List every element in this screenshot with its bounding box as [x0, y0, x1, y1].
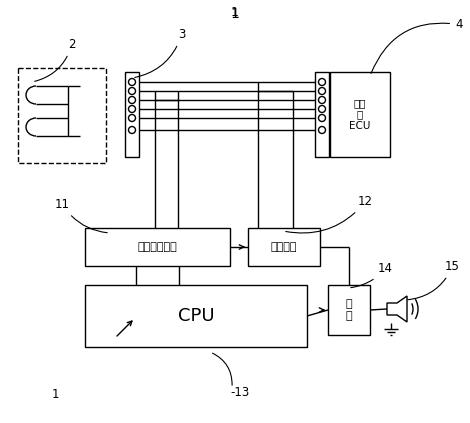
Bar [18, 68, 106, 163]
Circle shape [128, 96, 135, 104]
Polygon shape [387, 296, 407, 322]
Text: 12: 12 [286, 195, 373, 233]
Text: 驱
动: 驱 动 [346, 299, 352, 321]
Text: -13: -13 [230, 385, 250, 398]
Circle shape [128, 105, 135, 113]
Circle shape [319, 115, 326, 121]
Bar [315, 72, 329, 157]
Text: 1: 1 [51, 388, 59, 401]
Text: 信号采集模块: 信号采集模块 [138, 242, 177, 252]
Text: 11: 11 [55, 198, 107, 233]
Bar [248, 228, 320, 266]
Text: 2: 2 [35, 38, 76, 81]
Circle shape [319, 88, 326, 94]
Bar [85, 285, 307, 347]
Circle shape [128, 115, 135, 121]
Bar [328, 285, 370, 335]
Circle shape [319, 79, 326, 85]
Text: 3: 3 [135, 28, 185, 77]
Circle shape [128, 126, 135, 134]
Circle shape [319, 96, 326, 104]
Text: 发动
机
ECU: 发动 机 ECU [349, 98, 371, 131]
Text: 1: 1 [231, 7, 239, 21]
Circle shape [319, 126, 326, 134]
Text: 4: 4 [371, 18, 462, 74]
Bar [125, 72, 139, 157]
Bar [85, 228, 230, 266]
Text: CPU: CPU [178, 307, 214, 325]
Text: 1: 1 [231, 5, 239, 19]
Bar [330, 72, 390, 157]
Text: 14: 14 [351, 262, 393, 288]
Circle shape [319, 105, 326, 113]
Text: 15: 15 [408, 260, 460, 300]
Circle shape [128, 88, 135, 94]
Text: 电源模块: 电源模块 [271, 242, 297, 252]
Circle shape [128, 79, 135, 85]
